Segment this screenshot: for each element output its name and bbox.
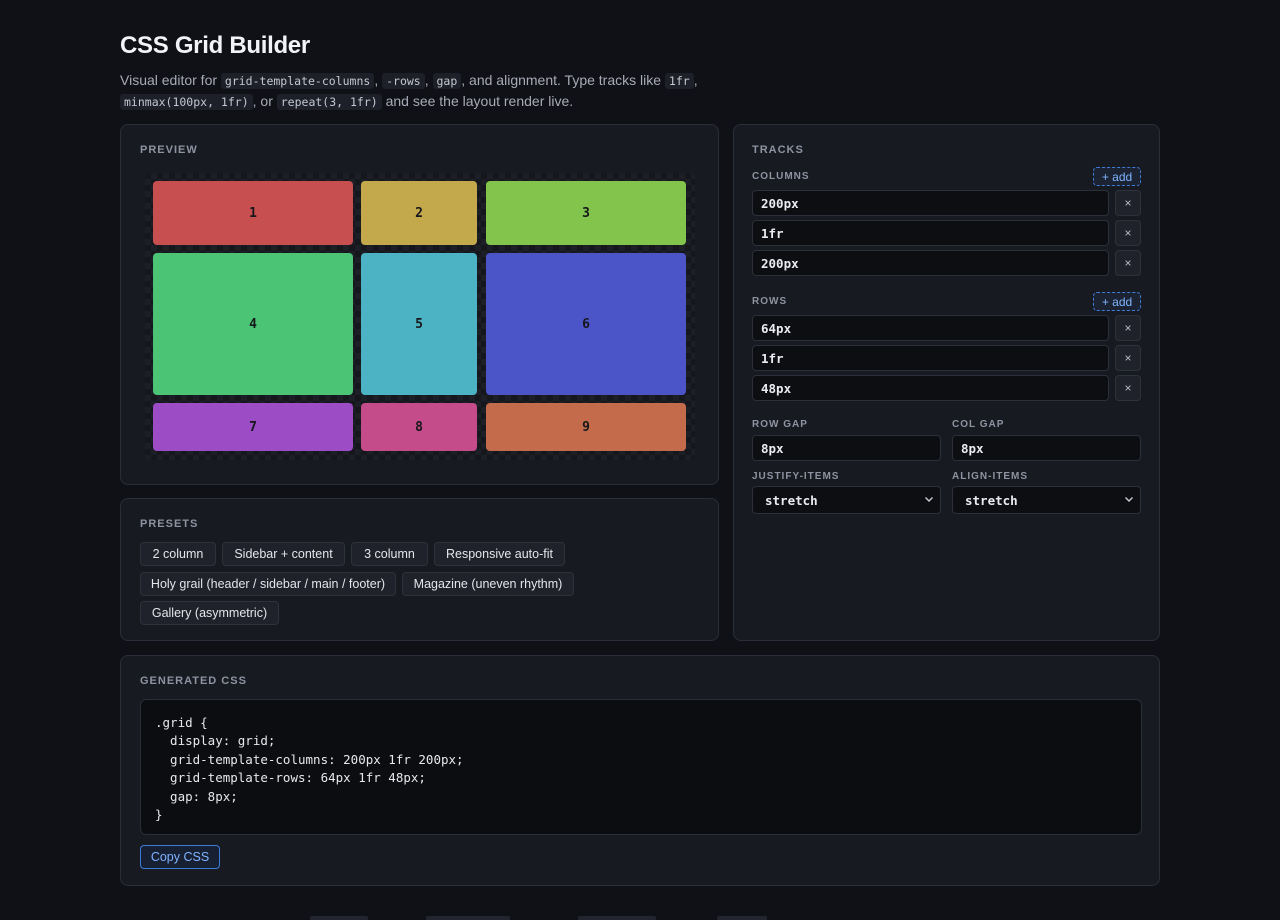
row-gap-input[interactable]: 8px — [752, 435, 941, 461]
preview-panel: PREVIEW 1 2 3 4 5 6 7 8 9 — [120, 124, 719, 485]
chevron-down-icon — [1125, 497, 1133, 502]
preset-button[interactable]: Magazine (uneven rhythm) — [402, 572, 574, 596]
col-gap-input[interactable]: 8px — [952, 435, 1141, 461]
grid-cell-9: 9 — [486, 403, 686, 451]
preview-heading: PREVIEW — [140, 144, 198, 156]
grid-cell-4: 4 — [153, 253, 353, 395]
column-track-input[interactable]: 200px — [752, 190, 1109, 216]
tracks-panel: TRACKS COLUMNS + add 200px × 1fr × 200px… — [733, 124, 1160, 641]
page-title: CSS Grid Builder — [120, 32, 310, 59]
align-items-select[interactable]: stretch — [952, 486, 1141, 514]
column-track-input[interactable]: 200px — [752, 250, 1109, 276]
code-snippet: 1fr — [664, 73, 694, 89]
remove-column-button[interactable]: × — [1115, 250, 1141, 276]
presets-panel: PRESETS 2 column Sidebar + content 3 col… — [120, 498, 719, 641]
preset-button[interactable]: Holy grail (header / sidebar / main / fo… — [140, 572, 396, 596]
remove-column-button[interactable]: × — [1115, 220, 1141, 246]
remove-column-button[interactable]: × — [1115, 190, 1141, 216]
grid-cell-5: 5 — [361, 253, 477, 395]
page-description: Visual editor for grid-template-columns,… — [120, 72, 698, 110]
remove-row-button[interactable]: × — [1115, 315, 1141, 341]
remove-row-button[interactable]: × — [1115, 345, 1141, 371]
justify-items-value: stretch — [765, 492, 818, 508]
grid-cell-8: 8 — [361, 403, 477, 451]
generated-css-panel: GENERATED CSS .grid { display: grid; gri… — [120, 655, 1160, 886]
preset-button[interactable]: 2 column — [140, 542, 216, 566]
columns-label: COLUMNS — [752, 171, 810, 182]
grid-cell-6: 6 — [486, 253, 686, 395]
add-column-button[interactable]: + add — [1093, 167, 1141, 186]
align-items-value: stretch — [965, 492, 1018, 508]
preset-button[interactable]: Gallery (asymmetric) — [140, 601, 279, 625]
chevron-down-icon — [925, 497, 933, 502]
grid-cell-1: 1 — [153, 181, 353, 245]
justify-items-label: JUSTIFY-ITEMS — [752, 471, 840, 482]
row-track-input[interactable]: 1fr — [752, 345, 1109, 371]
code-snippet: gap — [432, 73, 462, 89]
preset-button[interactable]: 3 column — [351, 542, 428, 566]
preset-button[interactable]: Responsive auto-fit — [434, 542, 565, 566]
tracks-heading: TRACKS — [752, 144, 804, 156]
offscreen-element — [578, 916, 656, 920]
row-track-input[interactable]: 64px — [752, 315, 1109, 341]
preset-button[interactable]: Sidebar + content — [222, 542, 345, 566]
align-items-label: ALIGN-ITEMS — [952, 471, 1028, 482]
code-snippet: repeat(3, 1fr) — [276, 94, 382, 110]
grid-cell-3: 3 — [486, 181, 686, 245]
grid-cell-2: 2 — [361, 181, 477, 245]
presets-heading: PRESETS — [140, 518, 199, 530]
add-row-button[interactable]: + add — [1093, 292, 1141, 311]
col-gap-label: COL GAP — [952, 419, 1005, 430]
row-gap-label: ROW GAP — [752, 419, 808, 430]
rows-label: ROWS — [752, 296, 788, 307]
generated-css-heading: GENERATED CSS — [140, 675, 247, 687]
grid-preview: 1 2 3 4 5 6 7 8 9 — [145, 173, 695, 460]
offscreen-element — [310, 916, 368, 920]
code-snippet: grid-template-columns — [220, 73, 375, 89]
remove-row-button[interactable]: × — [1115, 375, 1141, 401]
row-track-input[interactable]: 48px — [752, 375, 1109, 401]
copy-css-button[interactable]: Copy CSS — [140, 845, 220, 869]
code-snippet: minmax(100px, 1fr) — [120, 94, 253, 110]
code-snippet: -rows — [382, 73, 425, 89]
offscreen-element — [426, 916, 510, 920]
column-track-input[interactable]: 1fr — [752, 220, 1109, 246]
offscreen-element — [717, 916, 767, 920]
generated-css-code: .grid { display: grid; grid-template-col… — [140, 699, 1142, 835]
justify-items-select[interactable]: stretch — [752, 486, 941, 514]
grid-cell-7: 7 — [153, 403, 353, 451]
